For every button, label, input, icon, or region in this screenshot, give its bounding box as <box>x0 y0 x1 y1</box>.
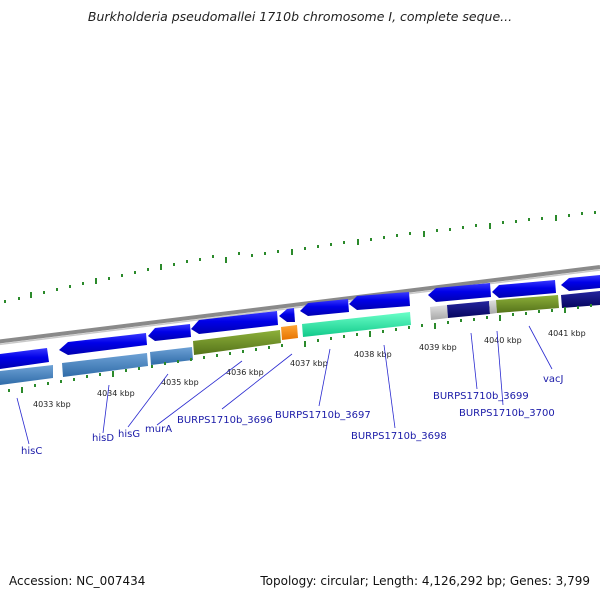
gene-feature[interactable] <box>496 295 559 313</box>
gene-feature[interactable] <box>447 301 490 318</box>
outer-tick-ring <box>4 211 596 303</box>
gene-feature[interactable] <box>349 292 410 310</box>
gene-label-vacj[interactable]: vacJ <box>543 374 564 385</box>
map-title: Burkholderia pseudomallei 1710b chromoso… <box>87 9 513 24</box>
gene-feature[interactable] <box>62 353 148 377</box>
gene-label-hisc[interactable]: hisC <box>21 446 42 457</box>
kbp-tick-label: 4038 kbp <box>354 350 392 359</box>
gene-feature[interactable] <box>430 305 448 320</box>
kbp-tick-label: 4039 kbp <box>419 343 457 352</box>
forward-strand-track <box>0 275 600 369</box>
reverse-strand-track <box>0 291 600 385</box>
gene-label-hisd[interactable]: hisD <box>92 433 114 444</box>
gene-feature[interactable] <box>302 312 411 337</box>
gene-feature[interactable] <box>281 325 298 340</box>
gene-feature[interactable] <box>279 308 295 322</box>
gene-label-burps1710b-3697[interactable]: BURPS1710b_3697 <box>275 410 371 421</box>
kbp-tick-label: 4034 kbp <box>97 389 135 398</box>
kbp-tick-label: 4037 kbp <box>290 359 328 368</box>
gene-label-burps1710b-3698[interactable]: BURPS1710b_3698 <box>351 431 447 442</box>
gene-feature[interactable] <box>0 365 53 385</box>
gene-feature[interactable] <box>561 275 600 291</box>
kbp-tick-label: 4035 kbp <box>161 378 199 387</box>
gene-feature[interactable] <box>191 311 278 334</box>
kbp-tick-label: 4041 kbp <box>548 329 586 338</box>
backbone-ring <box>0 265 600 346</box>
kbp-tick-label: 4036 kbp <box>226 368 264 377</box>
gene-feature[interactable] <box>492 280 556 298</box>
accession-text: Accession: NC_007434 <box>9 574 146 588</box>
topology-text: Topology: circular; Length: 4,126,292 bp… <box>260 574 590 588</box>
gene-feature[interactable] <box>0 348 49 369</box>
gene-label-mura[interactable]: murA <box>145 424 172 435</box>
kbp-scale-labels: 4033 kbp 4034 kbp 4035 kbp 4036 kbp 4037… <box>33 329 586 409</box>
gene-label-burps1710b-3699[interactable]: BURPS1710b_3699 <box>433 391 529 402</box>
inner-tick-ring <box>8 304 592 393</box>
gene-feature[interactable] <box>193 330 281 355</box>
gene-labels: hisC hisD hisG murA BURPS1710b_3696 BURP… <box>21 374 564 457</box>
gene-feature[interactable] <box>150 347 193 365</box>
gene-feature[interactable] <box>59 333 147 355</box>
gene-feature[interactable] <box>428 283 491 302</box>
gene-feature[interactable] <box>300 299 349 316</box>
kbp-tick-label: 4040 kbp <box>484 336 522 345</box>
label-leader-lines <box>16 325 553 445</box>
gene-label-hisg[interactable]: hisG <box>118 429 140 440</box>
gene-feature[interactable] <box>489 300 497 314</box>
gene-label-burps1710b-3700[interactable]: BURPS1710b_3700 <box>459 408 555 419</box>
gene-label-burps1710b-3696[interactable]: BURPS1710b_3696 <box>177 415 273 426</box>
kbp-tick-label: 4033 kbp <box>33 400 71 409</box>
gene-feature[interactable] <box>561 291 600 308</box>
gene-feature[interactable] <box>148 324 191 341</box>
